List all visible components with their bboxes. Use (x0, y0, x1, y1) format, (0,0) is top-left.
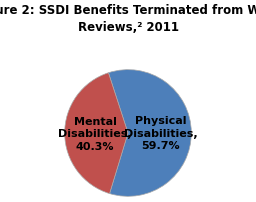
Wedge shape (65, 73, 128, 194)
Text: Mental
Disabilities,
40.3%: Mental Disabilities, 40.3% (58, 116, 132, 151)
Text: Figure 2: SSDI Benefits Terminated from Work
Reviews,² 2011: Figure 2: SSDI Benefits Terminated from … (0, 4, 256, 34)
Wedge shape (109, 70, 191, 196)
Text: Physical
Disabilities,
59.7%: Physical Disabilities, 59.7% (124, 116, 198, 150)
